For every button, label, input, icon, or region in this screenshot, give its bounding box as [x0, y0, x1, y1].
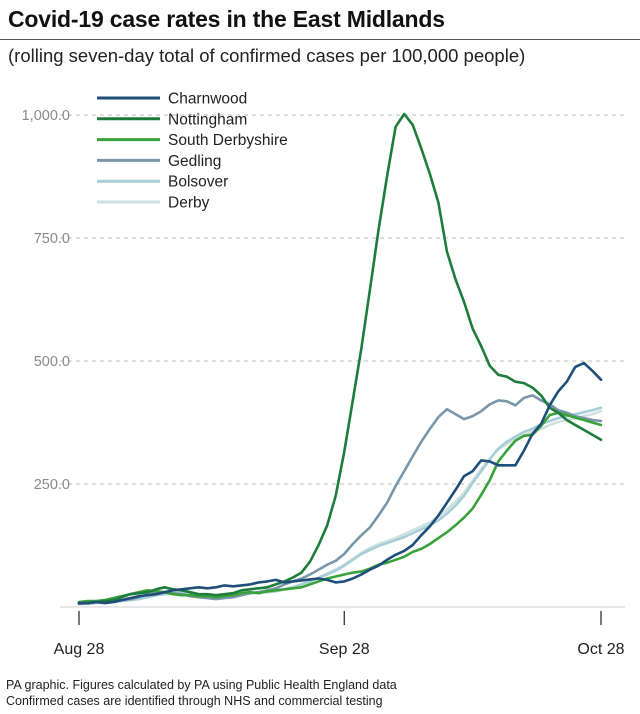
grid-layer [60, 114, 625, 608]
legend-label: Derby [168, 195, 210, 212]
series-layer [77, 112, 603, 606]
legend-label: Nottingham [168, 111, 247, 128]
x-tick-label: Sep 28 [319, 641, 370, 658]
series-line-charnwood [77, 361, 603, 605]
legend-label: Bolsover [168, 174, 228, 191]
x-tick-label: Aug 28 [54, 641, 105, 658]
series-line-nottingham [77, 112, 603, 605]
x-tick-label: Oct 28 [577, 641, 624, 658]
y-tick-label: 1,000.0 [22, 108, 70, 124]
source-note: PA graphic. Figures calculated by PA usi… [6, 678, 397, 692]
footer-notes: PA graphic. Figures calculated by PA usi… [6, 677, 397, 709]
y-tick-label: 500.0 [34, 354, 70, 370]
chart-subtitle: (rolling seven-day total of confirmed ca… [8, 45, 526, 66]
series-line-gedling [77, 394, 603, 606]
chart-title: Covid-19 case rates in the East Midlands [8, 6, 445, 32]
y-tick-label: 750.0 [34, 231, 70, 247]
series-line-south-derbyshire [77, 411, 603, 604]
chart-legend: Charnwood Nottingham South Derbyshire Gedli… [97, 91, 288, 212]
legend-label: South Derbyshire [168, 132, 288, 149]
legend-label: Gedling [168, 153, 221, 170]
legend-label: Charnwood [168, 91, 247, 108]
axis-layer: 250.0 500.0 750.0 1,000.0 Aug 28 Sep 28 Oct 28 [22, 108, 625, 658]
series-line-bolsover [77, 406, 603, 606]
testing-note: Confirmed cases are identified through N… [6, 694, 383, 708]
title-divider [0, 39, 640, 40]
y-tick-label: 250.0 [34, 477, 70, 493]
